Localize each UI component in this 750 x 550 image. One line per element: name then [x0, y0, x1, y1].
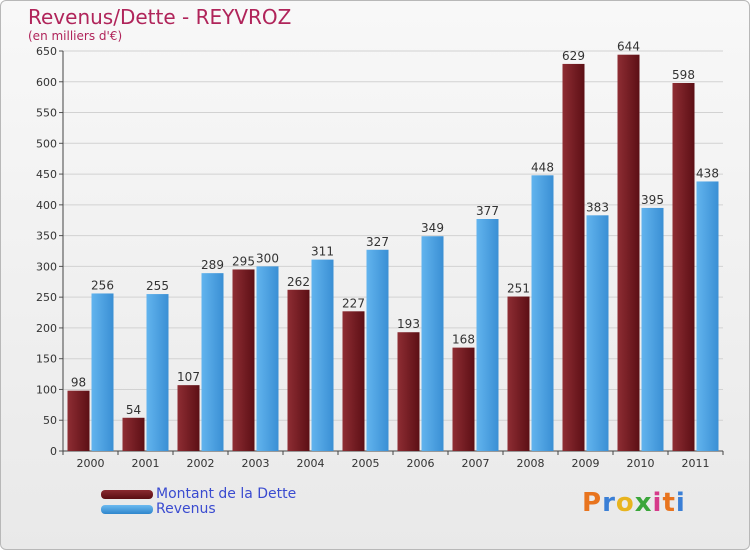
data-label-revenus: 438	[696, 166, 719, 180]
y-tick-label: 300	[36, 260, 57, 273]
bar-revenus	[146, 294, 169, 451]
legend-label-revenus: Revenus	[156, 501, 216, 517]
bar-revenus	[311, 259, 334, 451]
bar-dette	[67, 390, 90, 451]
y-tick-label: 200	[36, 322, 57, 335]
bar-revenus	[586, 215, 609, 451]
y-tick-label: 650	[36, 45, 57, 58]
logo-letter: i	[652, 488, 663, 518]
y-tick-label: 0	[50, 445, 57, 458]
data-label-dette: 227	[342, 296, 365, 310]
x-tick-label: 2011	[682, 457, 710, 470]
bar-dette	[562, 63, 585, 452]
bar-revenus	[366, 249, 389, 451]
y-tick-label: 250	[36, 291, 57, 304]
bar-dette	[287, 289, 310, 451]
bar-revenus	[91, 293, 114, 451]
y-tick-label: 550	[36, 107, 57, 120]
legend-swatch-revenus	[101, 505, 153, 514]
bar-revenus	[641, 207, 664, 451]
data-label-revenus: 311	[311, 245, 334, 259]
x-tick-label: 2006	[407, 457, 435, 470]
logo-letter: i	[675, 488, 686, 518]
y-tick-label: 500	[36, 137, 57, 150]
y-tick-label: 350	[36, 230, 57, 243]
x-tick-label: 2005	[352, 457, 380, 470]
x-tick-label: 2010	[627, 457, 655, 470]
y-tick-label: 600	[36, 76, 57, 89]
data-label-revenus: 327	[366, 235, 389, 249]
bar-dette	[232, 269, 255, 451]
proxiti-logo: Proxiti	[582, 488, 686, 518]
data-label-revenus: 256	[91, 278, 114, 292]
data-label-dette: 54	[126, 403, 141, 417]
data-label-revenus: 349	[421, 221, 444, 235]
x-tick-label: 2000	[77, 457, 105, 470]
chart-subtitle: (en milliers d'€)	[28, 29, 123, 43]
bar-revenus	[476, 219, 499, 451]
bar-revenus	[696, 181, 719, 451]
bar-dette	[177, 385, 200, 451]
x-tick-label: 2007	[462, 457, 490, 470]
data-label-revenus: 289	[201, 258, 224, 272]
bar-dette	[452, 347, 475, 451]
y-tick-label: 50	[43, 414, 57, 427]
bar-dette	[672, 83, 695, 451]
logo-letter: t	[662, 488, 676, 518]
bar-dette	[342, 311, 365, 451]
bar-dette	[122, 417, 145, 451]
y-tick-label: 450	[36, 168, 57, 181]
data-label-revenus: 448	[531, 160, 554, 174]
legend-swatch-dette	[101, 490, 153, 499]
data-label-dette: 193	[397, 317, 420, 331]
y-tick-label: 400	[36, 199, 57, 212]
data-label-dette: 251	[507, 282, 530, 296]
bar-revenus	[531, 175, 554, 452]
data-label-dette: 107	[177, 370, 200, 384]
x-tick-label: 2009	[572, 457, 600, 470]
x-tick-label: 2008	[517, 457, 545, 470]
bar-dette	[617, 54, 640, 451]
bar-revenus	[256, 266, 279, 451]
data-label-dette: 644	[617, 40, 640, 54]
logo-letter: x	[634, 488, 653, 518]
y-tick-label: 150	[36, 353, 57, 366]
logo-letter: r	[602, 488, 616, 518]
x-tick-label: 2003	[242, 457, 270, 470]
chart-title: Revenus/Dette - REYVROZ	[28, 5, 292, 29]
x-tick-label: 2002	[187, 457, 215, 470]
data-label-dette: 98	[71, 376, 86, 390]
y-tick-label: 100	[36, 383, 57, 396]
data-label-dette: 629	[562, 49, 585, 63]
data-label-revenus: 395	[641, 193, 664, 207]
bar-dette	[507, 296, 530, 451]
data-label-dette: 598	[672, 68, 695, 82]
bar-dette	[397, 332, 420, 451]
data-label-dette: 295	[232, 254, 255, 268]
x-tick-label: 2004	[297, 457, 325, 470]
data-label-revenus: 383	[586, 200, 609, 214]
bar-revenus	[201, 273, 224, 451]
data-label-dette: 262	[287, 275, 310, 289]
data-label-dette: 168	[452, 333, 475, 347]
bar-revenus	[421, 236, 444, 451]
logo-letter: P	[582, 488, 603, 518]
data-label-revenus: 255	[146, 279, 169, 293]
data-label-revenus: 300	[256, 251, 279, 265]
logo-letter: o	[615, 488, 635, 518]
data-label-revenus: 377	[476, 204, 499, 218]
x-tick-label: 2001	[132, 457, 160, 470]
legend-label-dette: Montant de la Dette	[156, 486, 297, 502]
